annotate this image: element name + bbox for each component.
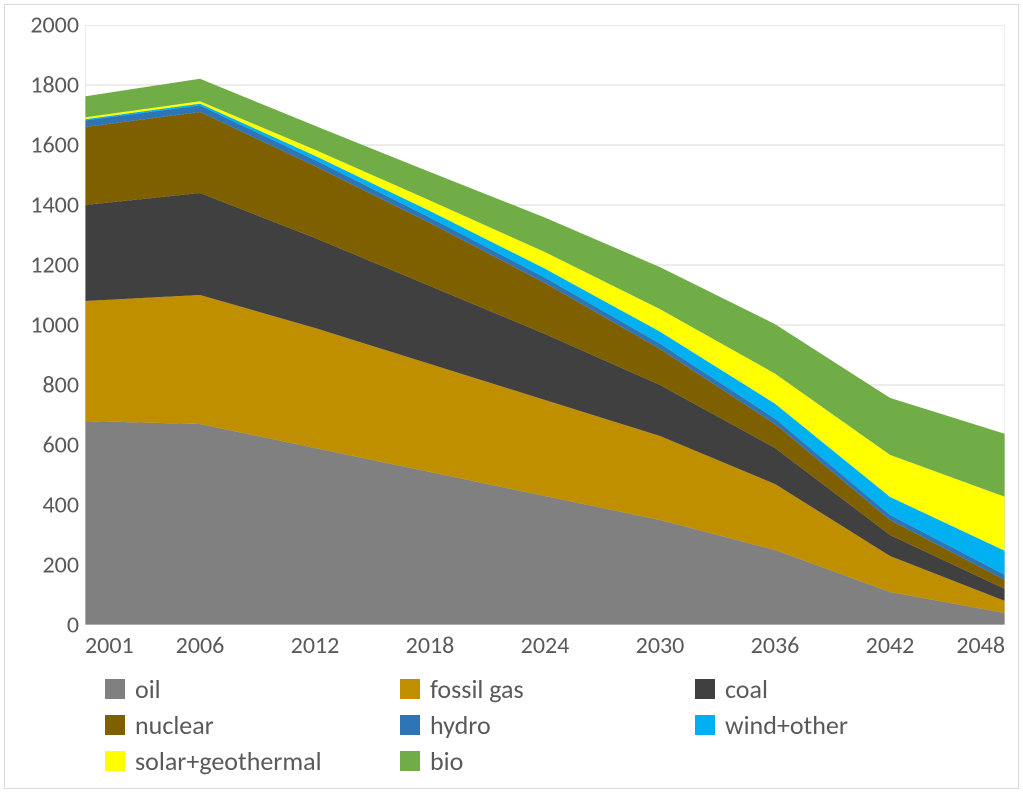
legend-swatch [400, 679, 420, 699]
legend-label: hydro [430, 709, 491, 741]
legend-label: wind+other [725, 709, 848, 741]
y-tick-label: 0 [15, 611, 79, 640]
x-tick-label: 2006 [176, 631, 225, 660]
y-tick-label: 600 [15, 431, 79, 460]
y-tick-label: 1200 [15, 251, 79, 280]
x-tick-label: 2018 [406, 631, 455, 660]
legend-row: oil fossil gas coal [105, 673, 995, 705]
y-tick-label: 1000 [15, 311, 79, 340]
legend-item-coal: coal [695, 673, 990, 705]
chart-frame: 0 200 400 600 800 1000 1200 1400 1600 1800 2000 20… [4, 4, 1019, 789]
legend-label: bio [430, 745, 463, 777]
y-tick-label: 800 [15, 371, 79, 400]
legend-swatch [105, 751, 125, 771]
legend-swatch [400, 751, 420, 771]
legend-row: solar+geothermal bio [105, 745, 995, 777]
legend-swatch [105, 679, 125, 699]
y-tick-label: 400 [15, 491, 79, 520]
x-tick-label: 2001 [85, 631, 134, 660]
x-tick-label: 2036 [751, 631, 800, 660]
x-tick-label: 2042 [866, 631, 915, 660]
legend-item-oil: oil [105, 673, 400, 705]
x-tick-label: 2030 [636, 631, 685, 660]
y-tick-label: 2000 [15, 11, 79, 40]
legend-item-bio: bio [400, 745, 695, 777]
x-tick-label: 2048 [956, 631, 1005, 660]
x-tick-label: 2024 [521, 631, 570, 660]
legend-label: coal [725, 673, 768, 705]
plot-area [85, 25, 1005, 625]
legend-item-nuclear: nuclear [105, 709, 400, 741]
legend-swatch [695, 679, 715, 699]
legend-item-wind_other: wind+other [695, 709, 990, 741]
legend-label: solar+geothermal [135, 745, 322, 777]
x-tick-label: 2012 [291, 631, 340, 660]
legend-item-fossil_gas: fossil gas [400, 673, 695, 705]
x-axis: 2001 2006 2012 2018 2024 2030 2036 2042 2048 [85, 631, 1005, 667]
legend-swatch [400, 715, 420, 735]
y-tick-label: 1600 [15, 131, 79, 160]
legend-label: oil [135, 673, 161, 705]
y-tick-label: 200 [15, 551, 79, 580]
legend-item-hydro: hydro [400, 709, 695, 741]
y-tick-label: 1800 [15, 71, 79, 100]
legend-swatch [695, 715, 715, 735]
legend-swatch [105, 715, 125, 735]
legend-item-solar_geothermal: solar+geothermal [105, 745, 400, 777]
y-tick-label: 1400 [15, 191, 79, 220]
y-axis: 0200400600800100012001400160018002000 [15, 25, 83, 625]
plot-svg [85, 25, 1005, 625]
legend: oil fossil gas coal nuclear hydro wind+other s… [105, 673, 995, 781]
legend-label: nuclear [135, 709, 214, 741]
legend-row: nuclear hydro wind+other [105, 709, 995, 741]
legend-label: fossil gas [430, 673, 524, 705]
